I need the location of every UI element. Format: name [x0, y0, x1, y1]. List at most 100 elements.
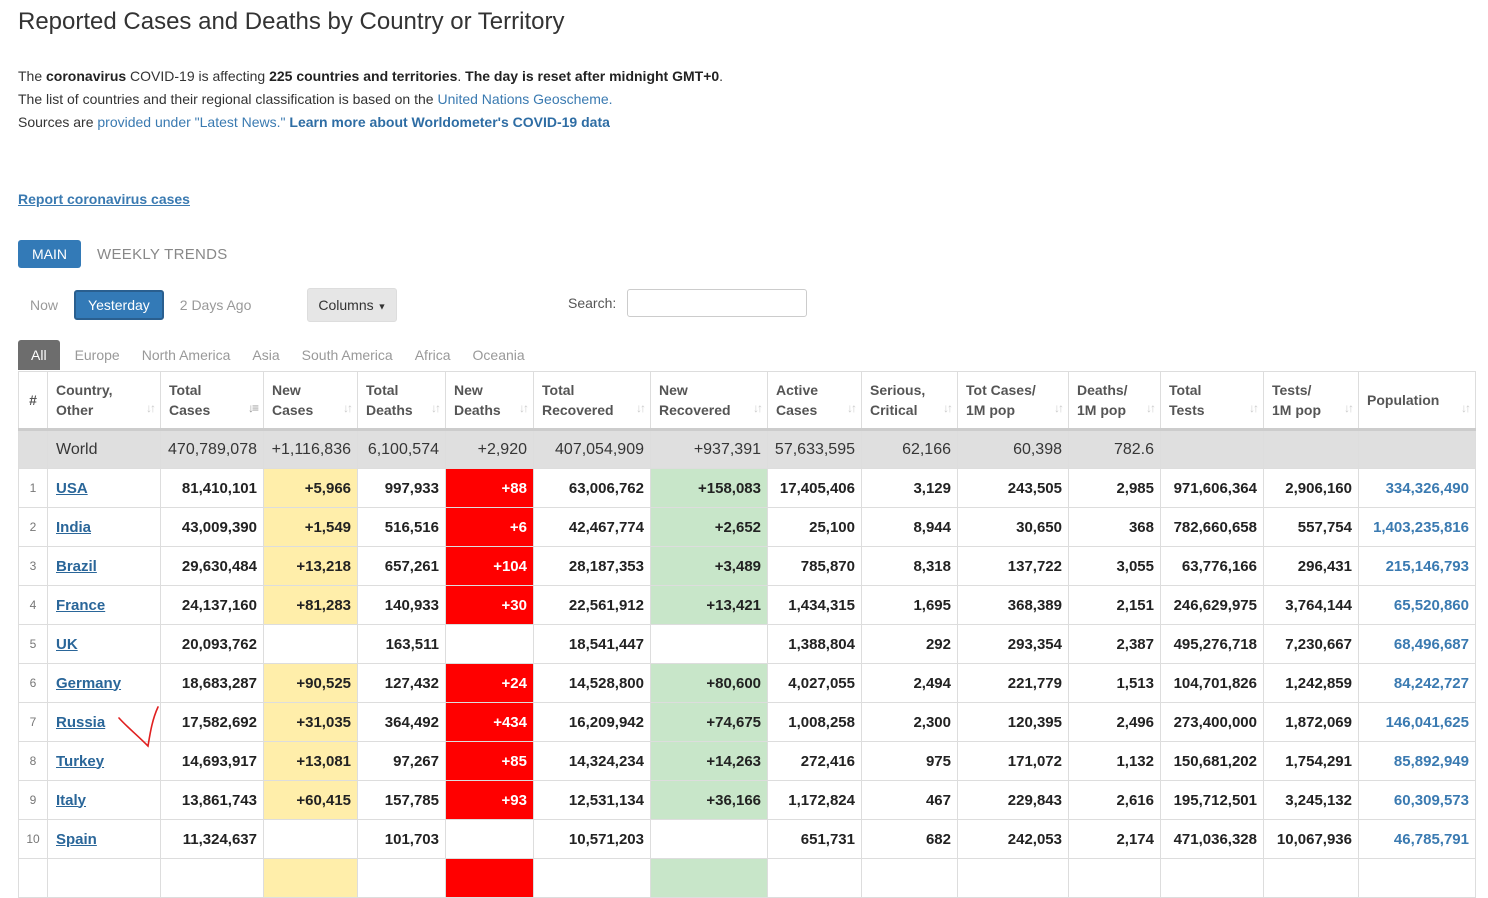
- tab-main[interactable]: MAIN: [18, 240, 81, 268]
- region-tab-all[interactable]: All: [18, 340, 60, 370]
- caret-down-icon: ▼: [377, 301, 387, 312]
- sort-icon[interactable]: ↓↑: [1146, 401, 1156, 415]
- columns-dropdown-button[interactable]: Columns ▼: [307, 288, 398, 322]
- region-tab-oceania[interactable]: Oceania: [472, 347, 525, 363]
- learn-more-link[interactable]: Learn more about Worldometer's COVID-19 …: [289, 114, 610, 130]
- col-header-active-cases[interactable]: Active Cases ↓↑: [767, 371, 862, 431]
- cell-country[interactable]: UK: [47, 624, 161, 664]
- country-link[interactable]: Italy: [56, 791, 87, 809]
- cell-country[interactable]: France: [47, 585, 161, 625]
- cell-cases-pop: 221,779: [957, 663, 1069, 703]
- region-tab-asia[interactable]: Asia: [252, 347, 280, 363]
- sort-icon[interactable]: ↓↑: [1461, 401, 1471, 415]
- sort-icon[interactable]: ↓↑: [146, 401, 156, 415]
- cell-critical: 2,300: [861, 702, 958, 742]
- col-header-tests-per-million[interactable]: Tests/1M pop ↓↑: [1263, 371, 1359, 431]
- table-row: 3 Brazil 29,630,484 +13,218 657,261 +104 28,18…: [18, 546, 1476, 586]
- page-title: Reported Cases and Deaths by Country or …: [18, 8, 565, 35]
- country-link[interactable]: India: [56, 518, 92, 536]
- region-tab-europe[interactable]: Europe: [74, 347, 120, 363]
- cell-country[interactable]: USA: [47, 468, 161, 508]
- country-link[interactable]: Spain: [56, 830, 97, 848]
- tab-weekly-trends[interactable]: WEEKLY TRENDS: [97, 245, 228, 263]
- sort-icon[interactable]: ↓↑: [943, 401, 953, 415]
- sort-icon[interactable]: ↓↑: [1344, 401, 1354, 415]
- day-2-days-ago-tab[interactable]: 2 Days Ago: [179, 297, 252, 313]
- sort-icon[interactable]: ↓↑: [636, 401, 646, 415]
- region-tab-south-america[interactable]: South America: [301, 347, 393, 363]
- cell-total-cases: 11,324,637: [160, 819, 264, 859]
- cell-tests-pop: 1,754,291: [1263, 741, 1359, 781]
- day-selector: Now Yesterday 2 Days Ago Columns ▼: [18, 288, 398, 322]
- cell-new-recovered: +14,263: [650, 741, 768, 781]
- cell-tests: [1160, 858, 1264, 898]
- world-label: World: [47, 429, 161, 469]
- cell-country[interactable]: India: [47, 507, 161, 547]
- country-link[interactable]: Germany: [56, 674, 122, 692]
- sort-icon[interactable]: ↓↑: [1249, 401, 1259, 415]
- col-header-total-tests[interactable]: Total Tests ↓↑: [1160, 371, 1264, 431]
- country-link[interactable]: USA: [56, 479, 88, 497]
- region-tab-north-america[interactable]: North America: [141, 347, 231, 363]
- table-row: 6 Germany 18,683,287 +90,525 127,432 +24 14,52…: [18, 663, 1476, 703]
- cell-country[interactable]: Spain: [47, 819, 161, 859]
- col-header-total-cases[interactable]: Total Cases ↓≡: [160, 371, 264, 431]
- sort-icon[interactable]: ↓↑: [847, 401, 857, 415]
- cell-active: 1,388,804: [767, 624, 862, 664]
- cell-tests: 782,660,658: [1160, 507, 1264, 547]
- cell-total-cases: 20,093,762: [160, 624, 264, 664]
- cell-country[interactable]: Germany: [47, 663, 161, 703]
- col-header-serious-critical[interactable]: Serious, Critical ↓↑: [861, 371, 958, 431]
- cell-rank: 6: [18, 663, 48, 703]
- cell-rank: 5: [18, 624, 48, 664]
- cell-cases-pop: 229,843: [957, 780, 1069, 820]
- col-header-total-deaths[interactable]: Total Deaths ↓↑: [357, 371, 446, 431]
- cell-rank: 9: [18, 780, 48, 820]
- day-now-tab[interactable]: Now: [30, 297, 59, 313]
- cell-population: 68,496,687: [1358, 624, 1476, 664]
- col-header-total-recovered[interactable]: Total Recovered ↓↑: [533, 371, 651, 431]
- cell-country[interactable]: Russia: [47, 702, 161, 742]
- cell-country[interactable]: Brazil: [47, 546, 161, 586]
- sort-icon[interactable]: ↓↑: [519, 401, 529, 415]
- sort-desc-icon[interactable]: ↓≡: [247, 401, 259, 415]
- cell-tests: 246,629,975: [1160, 585, 1264, 625]
- col-header-population[interactable]: Population ↓↑: [1358, 371, 1476, 431]
- col-header-new-deaths[interactable]: New Deaths ↓↑: [445, 371, 534, 431]
- col-header-new-recovered[interactable]: New Recovered ↓↑: [650, 371, 768, 431]
- cell-total-deaths: 157,785: [357, 780, 446, 820]
- country-link[interactable]: UK: [56, 635, 78, 653]
- cell-country[interactable]: Turkey: [47, 741, 161, 781]
- search-input[interactable]: [627, 289, 807, 317]
- cell-new-cases: +60,415: [263, 780, 358, 820]
- cell-new-cases: +1,549: [263, 507, 358, 547]
- country-link[interactable]: Russia: [56, 713, 106, 731]
- sort-icon[interactable]: ↓↑: [343, 401, 353, 415]
- col-header-new-cases[interactable]: New Cases ↓↑: [263, 371, 358, 431]
- col-header-cases-per-million[interactable]: Tot Cases/1M pop ↓↑: [957, 371, 1069, 431]
- cell-deaths-pop: 2,387: [1068, 624, 1161, 664]
- country-link[interactable]: France: [56, 596, 106, 614]
- region-tab-africa[interactable]: Africa: [414, 347, 451, 363]
- col-header-country[interactable]: Country, Other ↓↑: [47, 371, 161, 431]
- cell-tests-pop: 3,764,144: [1263, 585, 1359, 625]
- country-link[interactable]: Brazil: [56, 557, 97, 575]
- cell-active: 4,027,055: [767, 663, 862, 703]
- cell-critical: 2,494: [861, 663, 958, 703]
- day-yesterday-tab[interactable]: Yesterday: [74, 290, 164, 320]
- latest-news-link[interactable]: provided under "Latest News.": [97, 114, 286, 130]
- sort-icon[interactable]: ↓↑: [1054, 401, 1064, 415]
- cell-tests: 150,681,202: [1160, 741, 1264, 781]
- col-header-deaths-per-million[interactable]: Deaths/1M pop ↓↑: [1068, 371, 1161, 431]
- cell-country[interactable]: Italy: [47, 780, 161, 820]
- report-cases-link[interactable]: Report coronavirus cases: [18, 191, 190, 207]
- cell-total-recovered: 63,006,762: [533, 468, 651, 508]
- sort-icon[interactable]: ↓↑: [753, 401, 763, 415]
- cell-tests-pop: 2,906,160: [1263, 468, 1359, 508]
- country-link[interactable]: Turkey: [56, 752, 105, 770]
- cell-total-deaths: 657,261: [357, 546, 446, 586]
- cell-total-deaths: 997,933: [357, 468, 446, 508]
- sort-icon[interactable]: ↓↑: [431, 401, 441, 415]
- cell-new-deaths: +6: [445, 507, 534, 547]
- un-geoscheme-link[interactable]: United Nations Geoscheme.: [437, 91, 613, 107]
